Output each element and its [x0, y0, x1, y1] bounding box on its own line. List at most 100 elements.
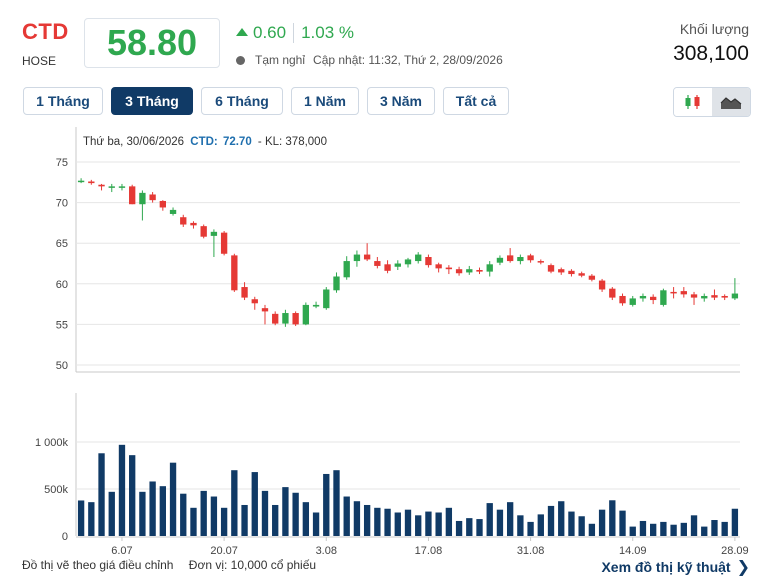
volume-bar[interactable] — [506, 502, 514, 536]
volume-bar[interactable] — [241, 504, 248, 536]
candle[interactable] — [435, 262, 442, 273]
candle[interactable] — [200, 224, 207, 239]
candle[interactable] — [108, 183, 115, 193]
candlestick-button[interactable] — [674, 88, 712, 116]
volume-bar[interactable] — [476, 519, 483, 536]
candle[interactable] — [660, 288, 667, 307]
candle[interactable] — [496, 255, 504, 266]
candle[interactable] — [169, 207, 177, 216]
candle[interactable] — [455, 266, 463, 276]
volume-bar[interactable] — [619, 510, 626, 536]
candle[interactable] — [394, 260, 401, 270]
volume-bar[interactable] — [302, 502, 310, 536]
volume-bar[interactable] — [139, 491, 146, 536]
candle[interactable] — [711, 289, 718, 301]
candle[interactable] — [466, 265, 473, 275]
volume-bar[interactable] — [496, 509, 504, 536]
volume-bar[interactable] — [701, 526, 708, 536]
volume-bar[interactable] — [312, 512, 320, 537]
volume-bar[interactable] — [660, 521, 667, 536]
volume-bar[interactable] — [251, 472, 258, 536]
tab-1-year[interactable]: 1 Năm — [291, 87, 359, 115]
candle[interactable] — [415, 252, 422, 264]
tab-3-years[interactable]: 3 Năm — [367, 87, 435, 115]
candle[interactable] — [129, 184, 136, 205]
candle[interactable] — [639, 293, 647, 302]
candle[interactable] — [680, 287, 687, 298]
candle[interactable] — [578, 271, 585, 278]
candle[interactable] — [149, 192, 156, 203]
volume-bar[interactable] — [731, 508, 739, 536]
candle[interactable] — [701, 293, 708, 302]
volume-bar[interactable] — [711, 520, 718, 536]
candle[interactable] — [343, 256, 350, 280]
candle[interactable] — [272, 311, 279, 326]
volume-bar[interactable] — [629, 526, 636, 536]
technical-chart-link[interactable]: Xem đồ thị kỹ thuật ❯ — [601, 557, 750, 577]
candle[interactable] — [404, 257, 412, 268]
volume-bar[interactable] — [558, 501, 565, 536]
volume-bar[interactable] — [680, 522, 687, 536]
candle[interactable] — [558, 267, 565, 275]
candle[interactable] — [190, 221, 197, 229]
volume-bar[interactable] — [231, 470, 238, 536]
volume-bar[interactable] — [98, 453, 105, 536]
candle[interactable] — [241, 282, 248, 301]
candle[interactable] — [506, 248, 514, 263]
candle[interactable] — [231, 253, 238, 292]
candle[interactable] — [629, 295, 636, 307]
volume-bar[interactable] — [486, 503, 493, 536]
candle[interactable] — [476, 267, 483, 275]
volume-bar[interactable] — [200, 490, 207, 536]
volume-bar[interactable] — [118, 444, 126, 536]
candle[interactable] — [282, 309, 289, 327]
volume-bar[interactable] — [639, 520, 647, 536]
volume-bar[interactable] — [650, 523, 657, 536]
candle[interactable] — [598, 278, 606, 292]
volume-bar[interactable] — [333, 470, 340, 536]
candle[interactable] — [363, 243, 371, 262]
candle[interactable] — [537, 259, 544, 265]
volume-bar[interactable] — [190, 507, 197, 536]
volume-bar[interactable] — [721, 521, 728, 536]
volume-bar[interactable] — [149, 481, 156, 536]
candle[interactable] — [527, 253, 534, 263]
volume-bar[interactable] — [374, 507, 381, 536]
volume-bar[interactable] — [445, 507, 453, 536]
volume-bar[interactable] — [159, 486, 166, 536]
candle[interactable] — [88, 179, 95, 185]
candle[interactable] — [180, 214, 187, 227]
volume-bar[interactable] — [404, 509, 412, 536]
candle[interactable] — [333, 272, 340, 293]
volume-bar[interactable] — [609, 500, 616, 536]
candle[interactable] — [159, 200, 166, 211]
volume-bar[interactable] — [220, 507, 228, 536]
candle[interactable] — [670, 287, 677, 299]
volume-bar[interactable] — [588, 523, 596, 536]
candle[interactable] — [118, 183, 126, 191]
volume-bar[interactable] — [323, 473, 330, 536]
candle[interactable] — [77, 178, 85, 184]
candle[interactable] — [588, 274, 596, 282]
candle[interactable] — [353, 250, 361, 267]
candle[interactable] — [251, 296, 258, 310]
tab-1-month[interactable]: 1 Tháng — [23, 87, 103, 115]
volume-bar[interactable] — [455, 520, 463, 536]
area-chart-button[interactable] — [712, 88, 750, 116]
candle[interactable] — [312, 301, 320, 309]
candle[interactable] — [486, 261, 493, 277]
candle[interactable] — [731, 278, 739, 301]
candle[interactable] — [210, 229, 218, 258]
volume-bar[interactable] — [210, 496, 218, 536]
candle[interactable] — [619, 293, 626, 306]
candle[interactable] — [98, 183, 105, 191]
volume-bar[interactable] — [425, 511, 432, 536]
candle[interactable] — [261, 304, 269, 325]
volume-bar[interactable] — [537, 514, 544, 536]
candle[interactable] — [445, 265, 453, 275]
candle[interactable] — [721, 294, 728, 301]
volume-bar[interactable] — [466, 518, 473, 536]
volume-bar[interactable] — [363, 504, 371, 536]
volume-bar[interactable] — [261, 490, 269, 536]
candle[interactable] — [517, 254, 524, 265]
